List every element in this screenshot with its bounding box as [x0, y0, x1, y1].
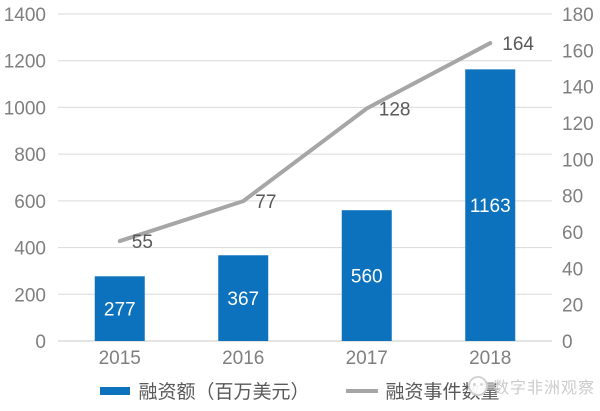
- bar-2016: [218, 255, 269, 341]
- right-axis-tick-label: 80: [562, 187, 583, 208]
- category-label: 2016: [222, 348, 264, 369]
- line-series: [117, 41, 493, 244]
- bar-series-swatch-icon: [100, 386, 131, 395]
- bar-2018: [465, 69, 516, 341]
- left-axis-tick-label: 200: [14, 285, 46, 306]
- left-axis-tick-label: 1200: [4, 52, 46, 73]
- right-axis-tick-label: 60: [562, 223, 583, 244]
- combo-chart: 0 200 400 600 800 1000 1200 1400 0 20 40 60 80 100 120…: [4, 5, 594, 369]
- right-axis-tick-label: 40: [562, 259, 583, 280]
- bar-2015: [94, 276, 145, 341]
- line-value-label: 128: [379, 99, 411, 120]
- right-axis-tick-label: 160: [562, 41, 594, 62]
- bar-2017: [341, 210, 392, 341]
- category-label: 2015: [99, 348, 141, 369]
- right-axis-tick-label: 140: [562, 78, 594, 99]
- left-axis-tick-label: 0: [35, 332, 46, 353]
- bar-value-label: 277: [104, 300, 136, 321]
- left-axis-tick-label: 600: [14, 192, 46, 213]
- right-axis-tick-label: 20: [562, 296, 583, 317]
- bar-value-label: 1163: [470, 196, 511, 217]
- left-axis-tick-label: 800: [14, 145, 46, 166]
- category-label: 2018: [469, 348, 511, 369]
- bar-value-label: 367: [227, 289, 259, 310]
- watermark-text: 数字非洲观察: [492, 380, 595, 397]
- left-axis-tick-label: 1400: [4, 5, 46, 26]
- watermark-logo-icon: [467, 376, 488, 396]
- right-axis-tick-label: 180: [562, 5, 594, 26]
- line-value-label: 55: [132, 232, 153, 253]
- right-axis-tick-label: 100: [562, 150, 594, 171]
- right-axis-tick-label: 0: [562, 332, 573, 353]
- left-axis-tick-label: 400: [14, 239, 46, 260]
- bar-value-label: 560: [351, 267, 383, 288]
- right-axis-tick-label: 120: [562, 114, 594, 135]
- line-value-label: 77: [255, 192, 276, 213]
- left-axis-tick-label: 1000: [4, 98, 46, 119]
- line-value-label: 164: [502, 34, 534, 55]
- legend-item-bar-series: 融资额（百万美元）: [100, 377, 310, 404]
- line-series-swatch-icon: [345, 388, 378, 393]
- legend-label-bar-series: 融资额（百万美元）: [138, 382, 310, 403]
- watermark: 数字非洲观察: [467, 374, 595, 398]
- category-label: 2017: [346, 348, 388, 369]
